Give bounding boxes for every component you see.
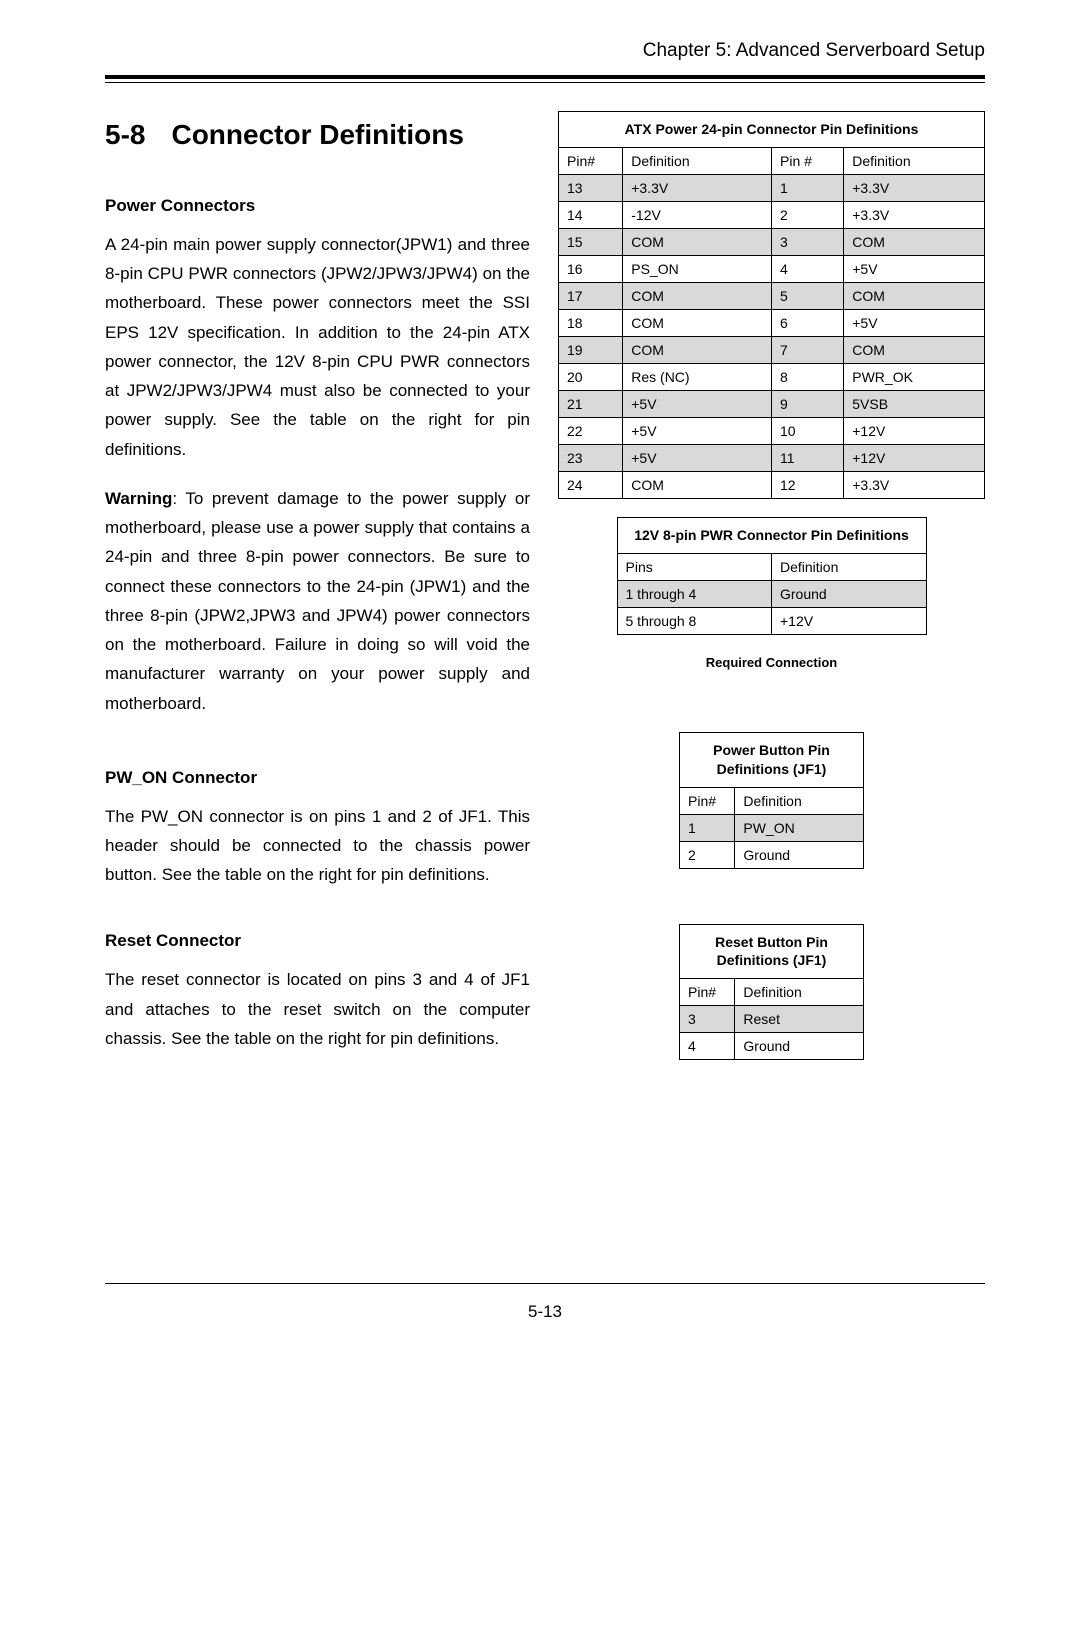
atx-table-title: ATX Power 24-pin Connector Pin Definitio… bbox=[559, 112, 984, 148]
table-header-row: Pin# Definition bbox=[680, 979, 863, 1006]
table-header: Pin# bbox=[559, 148, 623, 175]
table-row: 2Ground bbox=[680, 841, 863, 868]
table-header: Pins bbox=[618, 554, 772, 581]
table-row: 23+5V11+12V bbox=[559, 444, 984, 471]
reset-button-table: Pin# Definition 3Reset 4Ground bbox=[680, 979, 863, 1059]
table-row: 20Res (NC)8PWR_OK bbox=[559, 363, 984, 390]
section-title-text: Connector Definitions bbox=[171, 119, 463, 150]
right-column: ATX Power 24-pin Connector Pin Definitio… bbox=[558, 111, 985, 1073]
reset-text: The reset connector is located on pins 3… bbox=[105, 965, 530, 1053]
table-row: 18COM6+5V bbox=[559, 309, 984, 336]
reset-heading: Reset Connector bbox=[105, 931, 530, 951]
table-row: 15COM3COM bbox=[559, 228, 984, 255]
page-number: 5-13 bbox=[105, 1302, 985, 1322]
table-header: Definition bbox=[844, 148, 984, 175]
atx-table-container: ATX Power 24-pin Connector Pin Definitio… bbox=[558, 111, 985, 499]
left-column: 5-8 Connector Definitions Power Connector… bbox=[105, 111, 530, 1073]
reset-button-table-title: Reset Button Pin Definitions (JF1) bbox=[680, 925, 863, 980]
table-row: 3Reset bbox=[680, 1006, 863, 1033]
table-header: Definition bbox=[623, 148, 772, 175]
table-row: 4Ground bbox=[680, 1033, 863, 1060]
section-number: 5-8 bbox=[105, 119, 145, 150]
header-divider bbox=[105, 75, 985, 83]
pwr-caption: Required Connection bbox=[706, 655, 837, 670]
table-row: 14-12V2+3.3V bbox=[559, 201, 984, 228]
pw-on-heading: PW_ON Connector bbox=[105, 768, 530, 788]
pwr-table: Pins Definition 1 through 4Ground 5 thro… bbox=[618, 554, 926, 634]
table-header: Pin # bbox=[772, 148, 844, 175]
table-row: 21+5V95VSB bbox=[559, 390, 984, 417]
power-button-table-container: Power Button Pin Definitions (JF1) Pin# … bbox=[679, 732, 864, 869]
warning-label: Warning bbox=[105, 489, 172, 508]
power-connectors-heading: Power Connectors bbox=[105, 196, 530, 216]
power-connectors-warning: Warning: To prevent damage to the power … bbox=[105, 484, 530, 718]
atx-table: Pin# Definition Pin # Definition 13+3.3V… bbox=[559, 148, 984, 498]
power-button-table: Pin# Definition 1PW_ON 2Ground bbox=[680, 788, 863, 868]
table-row: 5 through 8+12V bbox=[618, 607, 926, 634]
chapter-header: Chapter 5: Advanced Serverboard Setup bbox=[105, 40, 985, 72]
table-header: Definition bbox=[735, 979, 863, 1006]
table-header-row: Pin# Definition Pin # Definition bbox=[559, 148, 984, 175]
table-header: Pin# bbox=[680, 788, 735, 815]
section-heading: 5-8 Connector Definitions bbox=[105, 119, 530, 151]
table-row: 22+5V10+12V bbox=[559, 417, 984, 444]
reset-button-table-container: Reset Button Pin Definitions (JF1) Pin# … bbox=[679, 924, 864, 1061]
pwr-table-container: 12V 8-pin PWR Connector Pin Definitions … bbox=[617, 517, 927, 635]
power-button-table-title: Power Button Pin Definitions (JF1) bbox=[680, 733, 863, 788]
warning-text: : To prevent damage to the power supply … bbox=[105, 489, 530, 713]
table-row: 19COM7COM bbox=[559, 336, 984, 363]
pw-on-text: The PW_ON connector is on pins 1 and 2 o… bbox=[105, 802, 530, 890]
table-row: 1 through 4Ground bbox=[618, 580, 926, 607]
table-header: Pin# bbox=[680, 979, 735, 1006]
table-row: 1PW_ON bbox=[680, 814, 863, 841]
table-header: Definition bbox=[772, 554, 926, 581]
table-header-row: Pins Definition bbox=[618, 554, 926, 581]
table-row: 16PS_ON4+5V bbox=[559, 255, 984, 282]
table-row: 13+3.3V1+3.3V bbox=[559, 174, 984, 201]
table-header: Definition bbox=[735, 788, 863, 815]
table-row: 17COM5COM bbox=[559, 282, 984, 309]
table-header-row: Pin# Definition bbox=[680, 788, 863, 815]
power-connectors-para1: A 24-pin main power supply connector(JPW… bbox=[105, 230, 530, 464]
pwr-table-title: 12V 8-pin PWR Connector Pin Definitions bbox=[618, 518, 926, 554]
footer-divider bbox=[105, 1283, 985, 1284]
main-content: 5-8 Connector Definitions Power Connector… bbox=[105, 111, 985, 1073]
table-row: 24COM12+3.3V bbox=[559, 471, 984, 498]
